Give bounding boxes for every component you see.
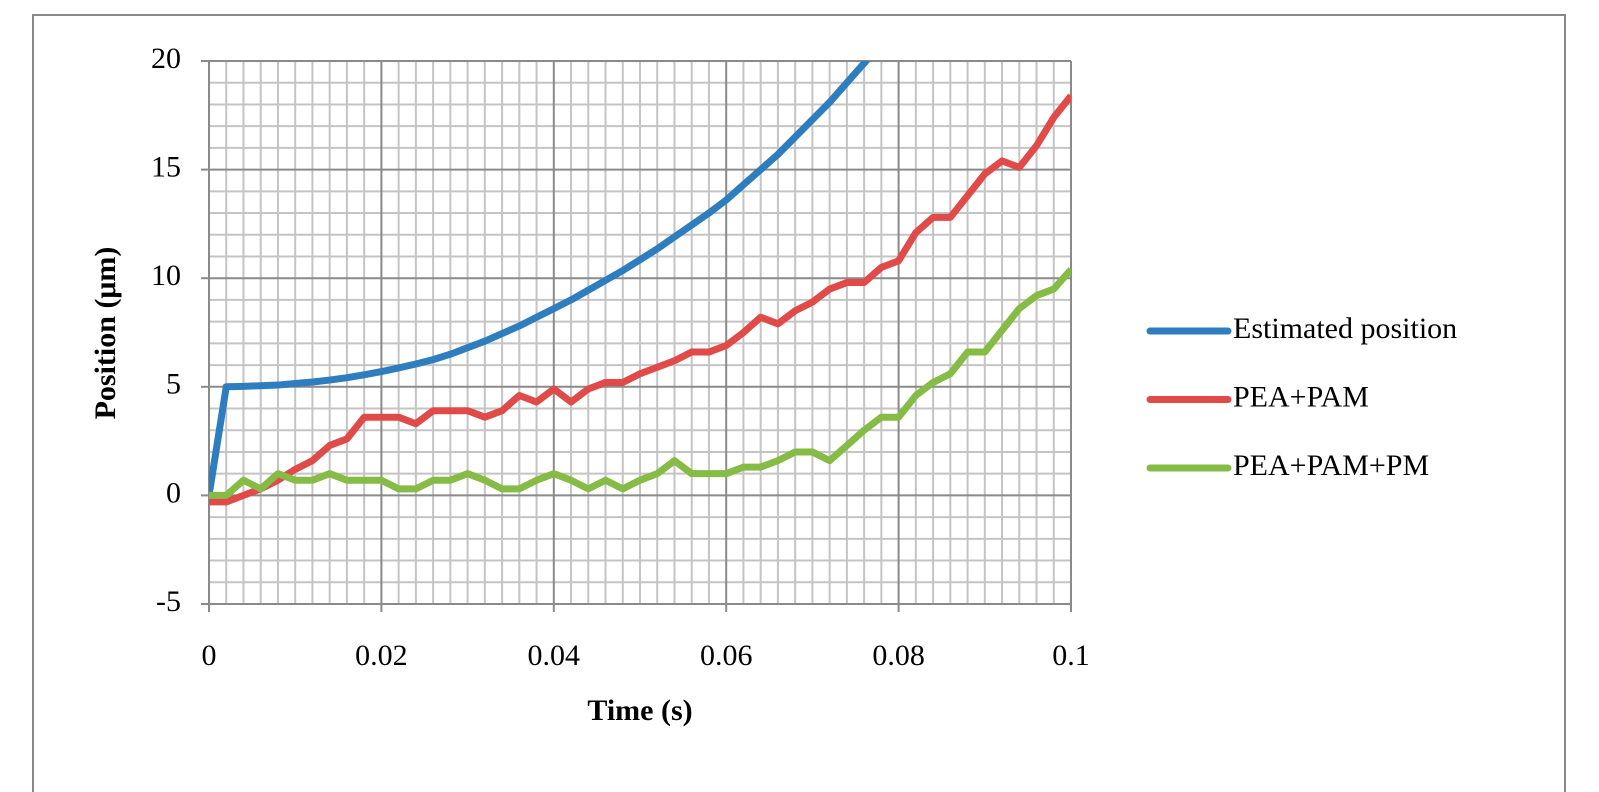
- x-axis-title: Time (s): [587, 694, 692, 727]
- data-line: [209, 267, 1071, 499]
- x-tick-label: 0.06: [700, 639, 753, 672]
- x-tick-label: 0.1: [1052, 639, 1090, 672]
- legend-label: PEA+PAM: [1233, 380, 1369, 413]
- x-tick-label: 0.08: [872, 639, 925, 672]
- x-tick-label: 0.04: [528, 639, 581, 672]
- legend-label: PEA+PAM+PM: [1233, 449, 1429, 482]
- legend-label: Estimated position: [1233, 312, 1457, 345]
- x-tick-label: 0.02: [355, 639, 408, 672]
- data-line: [209, 61, 871, 496]
- y-tick-label: 15: [151, 150, 181, 183]
- y-tick-label: 0: [166, 476, 181, 509]
- x-tick-label: 0: [202, 639, 217, 672]
- y-tick-label: 5: [166, 368, 181, 401]
- data-line: [209, 93, 1071, 506]
- y-tick-label: -5: [156, 585, 181, 618]
- y-tick-label: 20: [151, 42, 181, 75]
- plot-area: [209, 61, 1071, 506]
- y-tick-label: 10: [151, 259, 181, 292]
- y-axis-title: Position (μm): [89, 247, 122, 420]
- chart-border: [32, 14, 1566, 792]
